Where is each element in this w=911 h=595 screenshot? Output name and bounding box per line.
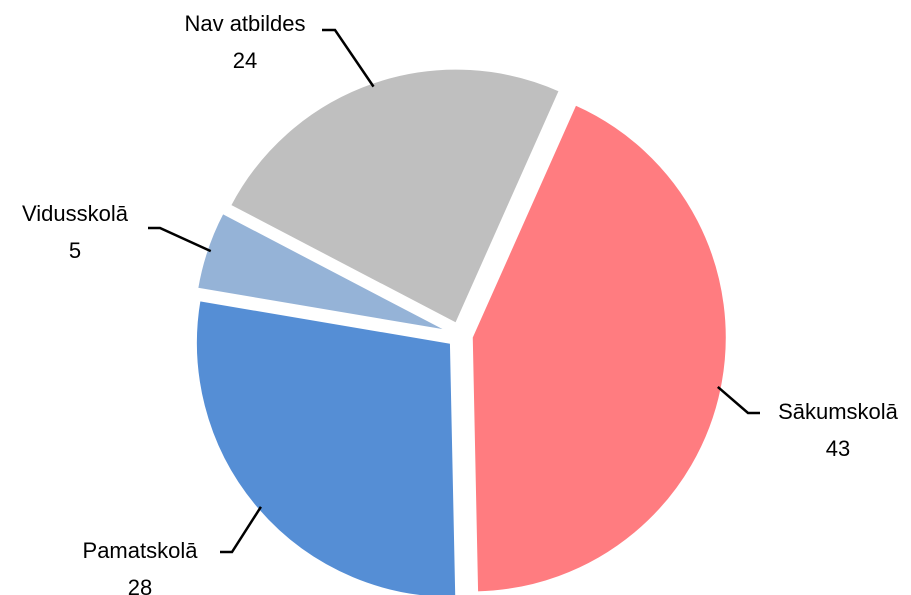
slice-value: 24 (233, 48, 257, 73)
leader-line (148, 226, 212, 253)
slice-label: Sākumskolā (778, 399, 899, 424)
slice-label: Nav atbildes (184, 11, 305, 36)
leader-line (220, 506, 262, 554)
leader-line (322, 28, 375, 88)
slice-label: Vidusskolā (22, 201, 129, 226)
slice-value: 28 (128, 575, 152, 595)
slice-label: Pamatskolā (83, 538, 199, 563)
pie-slice (194, 299, 458, 595)
pie-slice (470, 103, 728, 594)
leader-line (716, 386, 760, 415)
slice-value: 43 (826, 436, 850, 461)
slice-value: 5 (69, 238, 81, 263)
